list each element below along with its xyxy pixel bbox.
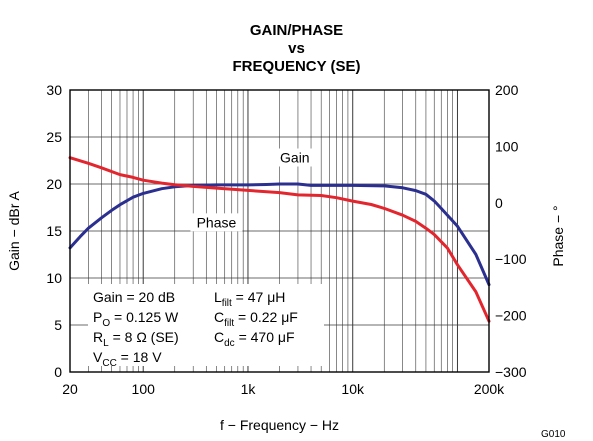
y-left-tick-label: 25	[46, 129, 62, 145]
data-point-gain	[132, 196, 134, 198]
data-point-gain	[475, 253, 477, 256]
series-label-bg	[272, 148, 317, 167]
data-point-gain	[402, 187, 404, 189]
y-left-tick-label: 10	[46, 270, 62, 286]
x-tick-label: 100	[132, 381, 156, 397]
series-line-phase	[68, 156, 491, 323]
y-axis-label-right: Phase − °	[550, 205, 566, 266]
x-tick-label: 20	[62, 381, 78, 397]
data-point-gain	[247, 184, 249, 186]
y-right-tick-label: −100	[495, 251, 527, 267]
data-point-phase	[446, 247, 448, 249]
series-label-backgrounds	[190, 148, 317, 232]
annotation-col2-line: Lfilt = 47 μH	[214, 289, 285, 309]
series-label-gain: Gain	[280, 150, 310, 166]
data-point-phase	[370, 203, 372, 206]
data-point-gain	[425, 193, 427, 195]
data-point-phase	[215, 187, 217, 189]
data-point-gain	[433, 200, 435, 202]
y-right-tick-label: 0	[495, 195, 503, 211]
y-left-tick-label: 15	[46, 223, 62, 239]
figure-code: G010	[541, 429, 566, 440]
data-point-phase	[119, 174, 121, 176]
data-point-gain	[161, 188, 163, 190]
y-right-tick-label: 200	[495, 82, 519, 98]
data-point-phase	[383, 207, 385, 209]
annotation-bg	[88, 284, 324, 366]
series-label-phase: Phase	[197, 214, 237, 230]
y-left-tick-label: 30	[46, 82, 62, 98]
data-point-phase	[335, 197, 338, 199]
annotation-col1-line: Gain = 20 dB	[93, 289, 175, 305]
data-point-phase	[402, 214, 404, 216]
y-axis-label-left: Gain − dBr A	[6, 190, 22, 270]
data-point-phase	[174, 184, 176, 186]
data-point-phase	[142, 179, 144, 181]
data-point-gain	[119, 204, 121, 206]
annotation-col1-line: RL = 8 Ω (SE)	[93, 329, 179, 349]
data-point-gain	[142, 192, 144, 194]
annotation-background	[88, 284, 324, 366]
y-right-tick-label: 100	[495, 138, 519, 154]
data-point-phase	[297, 194, 299, 196]
chart-title-line-2: vs	[288, 40, 305, 57]
annotation-col2-line: Cfilt = 0.22 μF	[214, 309, 298, 329]
annotation-col1-line: VCC = 18 V	[93, 349, 162, 369]
data-point-phase	[192, 185, 194, 187]
data-point-gain	[278, 183, 281, 185]
data-point-gain	[383, 185, 385, 187]
data-point-phase	[100, 167, 103, 169]
y-right-tick-label: −200	[495, 308, 527, 324]
data-point-gain	[111, 209, 113, 211]
data-point-gain	[100, 217, 103, 219]
annotation-col1-line: PO = 0.125 W	[93, 309, 179, 329]
data-point-gain	[310, 184, 312, 186]
y-left-tick-label: 0	[54, 364, 62, 380]
x-axis-label: f − Frequency − Hz	[220, 417, 339, 433]
data-point-gain	[174, 186, 176, 188]
data-point-gain	[352, 184, 354, 186]
data-point-phase	[132, 176, 134, 178]
chart-title-line-1: GAIN/PHASE	[249, 22, 344, 39]
series-label-bg	[190, 213, 243, 232]
data-point-gain	[215, 184, 217, 186]
data-point-phase	[456, 264, 459, 266]
annotation-col2-line: Cdc = 470 μF	[214, 329, 295, 349]
data-point-gain	[87, 227, 89, 229]
data-point-gain	[415, 190, 417, 192]
chart-title-line-3: FREQUENCY (SE)	[232, 58, 361, 75]
data-point-phase	[433, 233, 435, 235]
data-point-gain	[456, 225, 459, 227]
series-line-gain	[68, 182, 491, 287]
y-left-tick-label: 5	[54, 317, 62, 333]
data-point-phase	[475, 291, 477, 293]
text-labels: f − Frequency − Hz Gain − dBr A Phase − ° G…	[6, 150, 566, 441]
data-point-gain	[265, 183, 267, 186]
data-point-gain	[320, 184, 322, 186]
y-left-tick-label: 20	[46, 176, 62, 192]
x-tick-label: 200k	[474, 381, 505, 397]
data-point-phase	[415, 220, 417, 222]
x-tick-label: 1k	[241, 381, 257, 397]
x-tick-label: 10k	[341, 381, 365, 397]
data-point-phase	[278, 192, 281, 194]
tick-labels: 20 100 1k 10k 200k 0 5 10 15 20 25 30 200 100 0 −100 −20…	[46, 82, 526, 397]
data-point-phase	[87, 162, 89, 164]
plot-frame	[69, 89, 490, 373]
y-right-tick-label: −300	[495, 364, 527, 380]
data-point-phase	[425, 227, 427, 229]
data-point-gain	[297, 183, 299, 185]
data-point-phase	[320, 194, 322, 197]
data-point-gain	[440, 207, 442, 209]
series-lines	[68, 156, 491, 323]
data-point-gain	[79, 236, 81, 238]
data-point-phase	[352, 200, 354, 202]
data-point-phase	[161, 182, 163, 184]
data-point-phase	[247, 189, 249, 191]
